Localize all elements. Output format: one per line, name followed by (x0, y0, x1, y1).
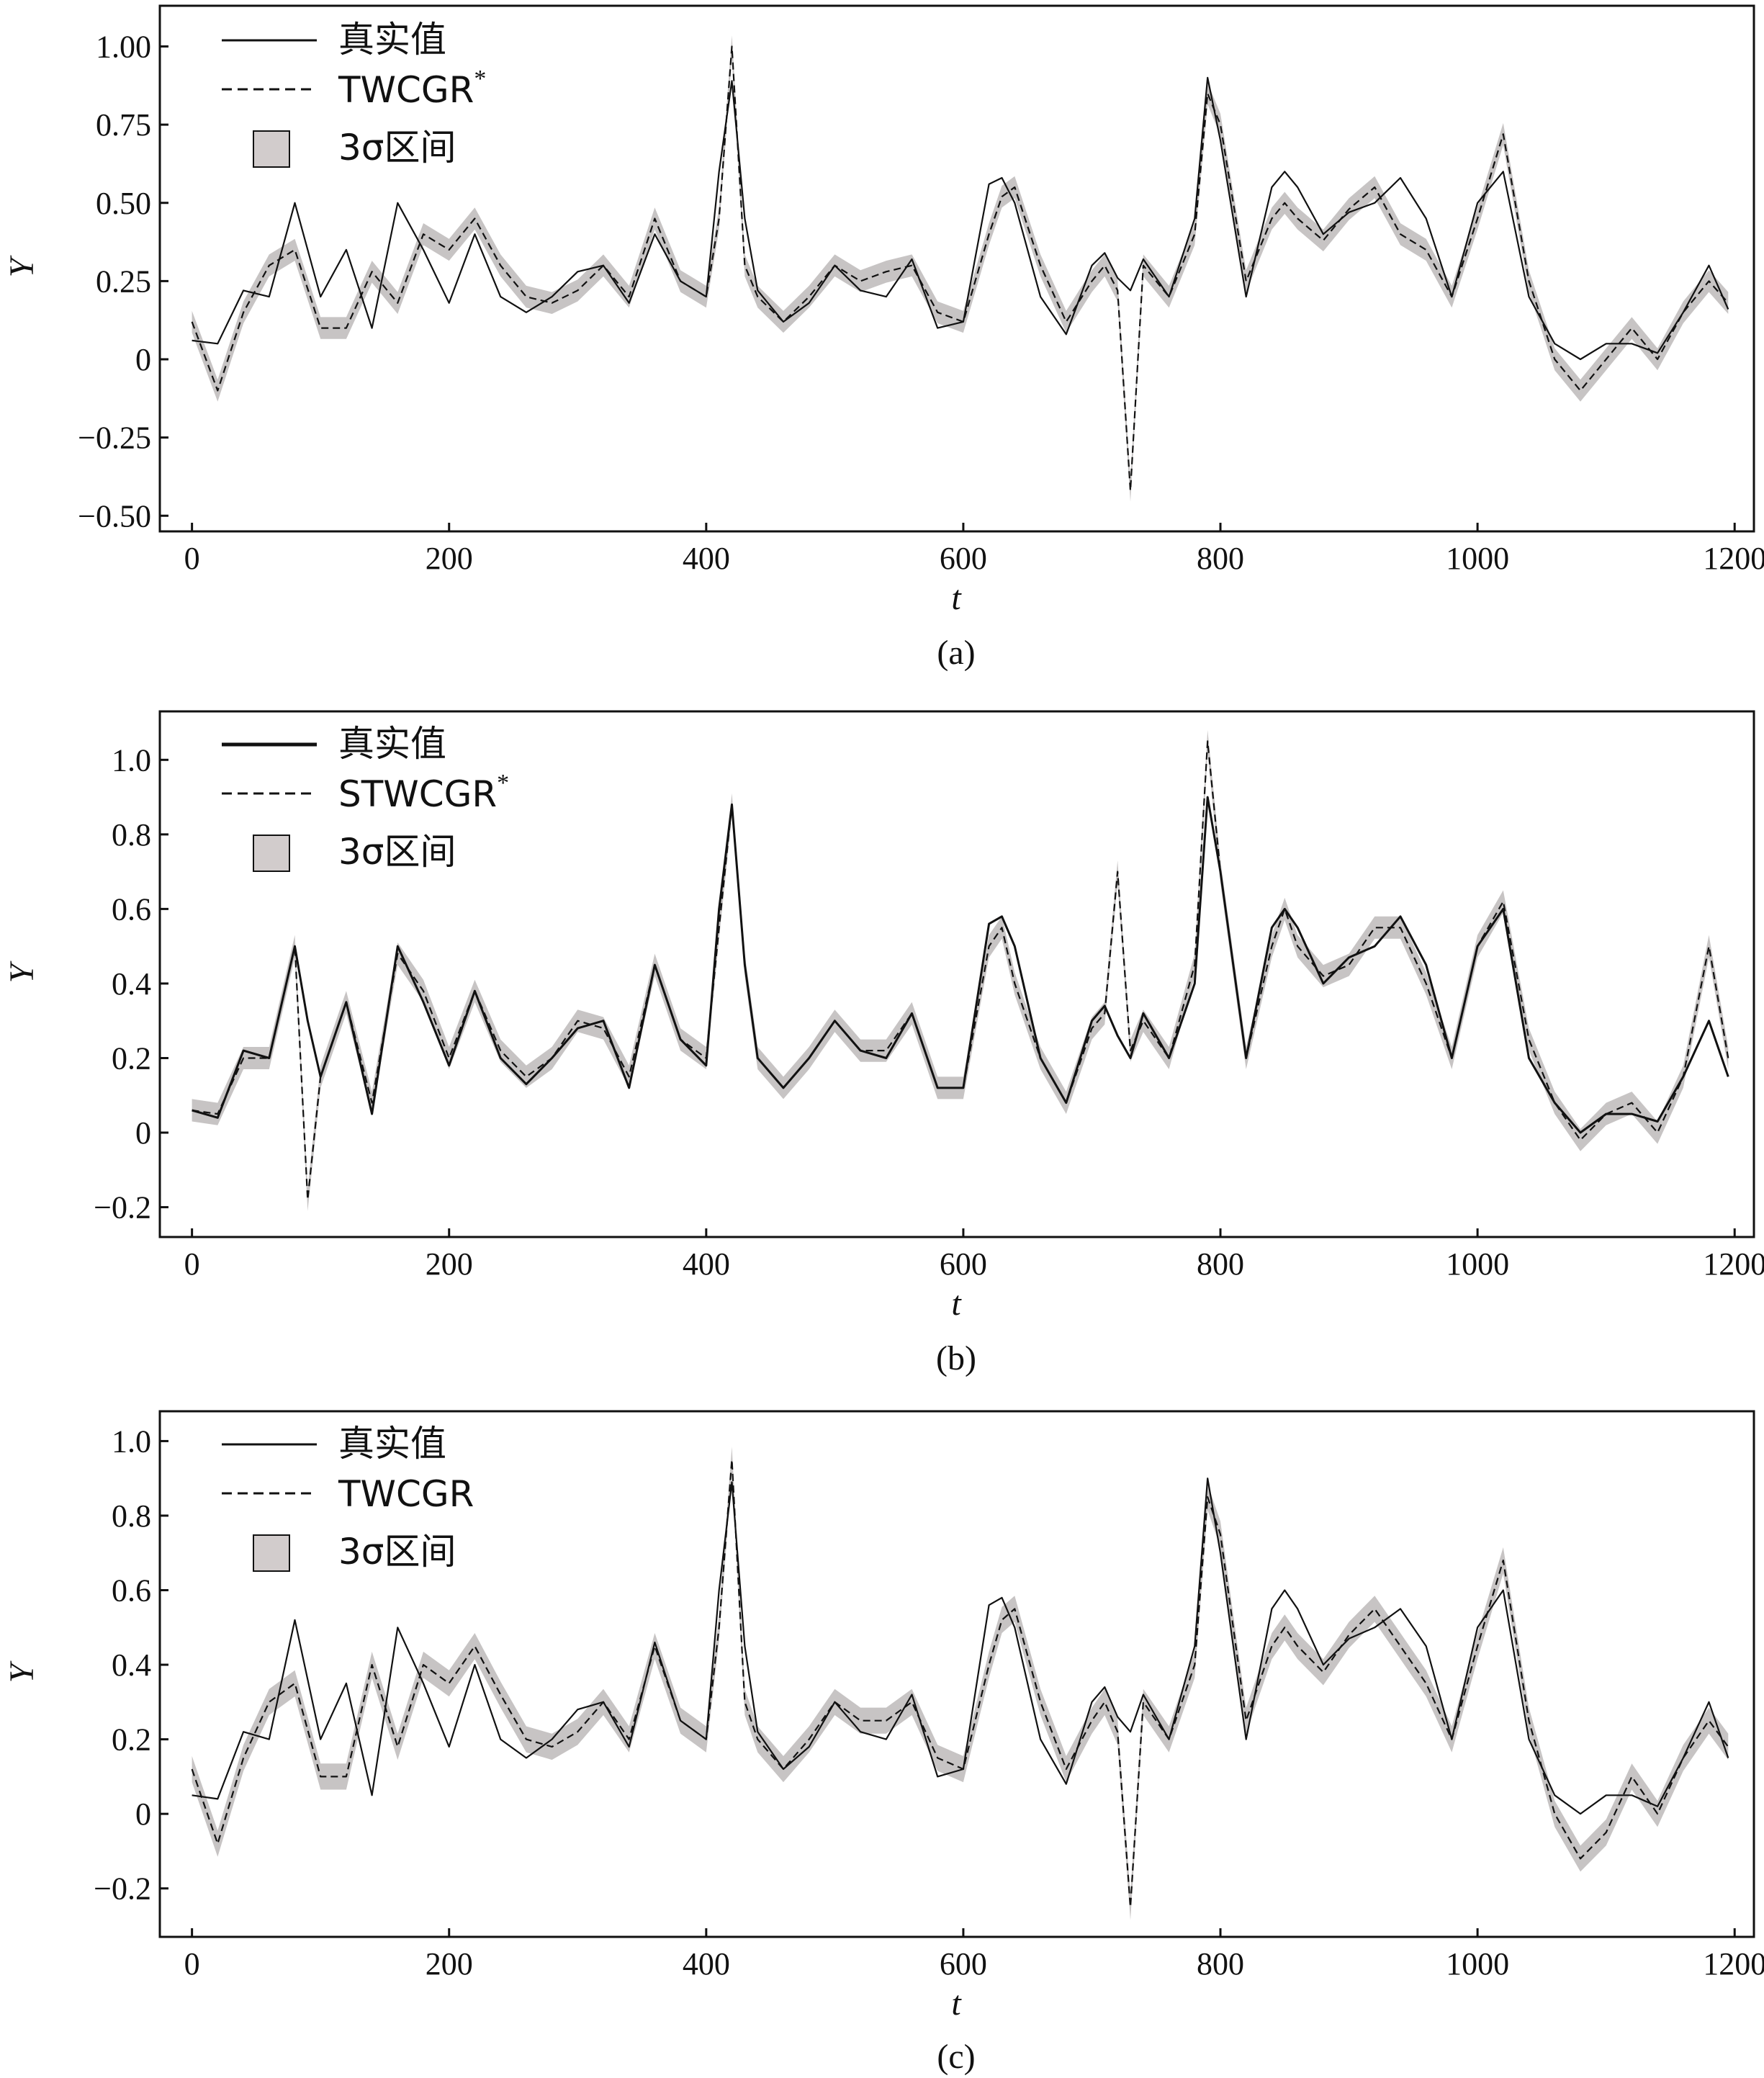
y-axis-label: Y (3, 255, 41, 277)
y-tick-label: 0.2 (112, 1722, 151, 1758)
y-tick-label: 0.50 (96, 186, 151, 221)
y-tick-label: 1.0 (112, 742, 151, 778)
legend-label-band: 3σ区间 (338, 1531, 456, 1573)
x-tick-label: 200 (426, 541, 473, 576)
y-tick-label: −0.50 (78, 498, 151, 534)
x-axis-label: t (951, 1285, 962, 1323)
y-axis-label: Y (3, 961, 41, 983)
series-line-true (192, 76, 1729, 361)
legend-label-true: 真实值 (338, 19, 446, 60)
legend: 真实值 TWCGR* 3σ区间 (222, 19, 486, 168)
y-tick-label: 0.6 (112, 1573, 151, 1609)
y-tick-label: 0.75 (96, 107, 151, 143)
legend-label-model: STWCGR* (338, 770, 509, 815)
y-tick-label: 0.6 (112, 891, 151, 927)
x-tick-label: 200 (426, 1246, 473, 1282)
y-tick-label: 1.00 (96, 29, 151, 64)
series-line-model (191, 1459, 1729, 1908)
x-tick-label: 200 (426, 1946, 473, 1982)
legend: 真实值 TWCGR 3σ区间 (222, 1423, 474, 1573)
y-tick-label: 0 (135, 342, 151, 377)
x-tick-label: 1000 (1446, 1246, 1509, 1282)
x-tick-label: 600 (940, 1246, 987, 1282)
y-axis-label: Y (3, 1660, 41, 1683)
y-tick-label: 0.8 (112, 817, 151, 853)
y-tick-label: 0.4 (112, 1647, 151, 1683)
x-tick-label: 800 (1197, 1246, 1244, 1282)
x-axis-label: t (951, 579, 962, 617)
panel-b: 0 200 400 600 800 1000 1200 −0.2 0 0.2 0.4 0.6 0.8 1.… (3, 710, 1764, 1377)
panel-caption: (a) (937, 634, 975, 672)
legend-swatch-band (253, 835, 290, 872)
x-tick-label: 400 (683, 1246, 730, 1282)
plot-frame (158, 4, 1755, 533)
x-axis-label: t (951, 1984, 962, 2023)
y-tick-label: 0.8 (112, 1498, 151, 1534)
plot-frame (158, 710, 1755, 1238)
x-tick-label: 800 (1197, 1946, 1244, 1982)
y-tick-label: 0 (135, 1796, 151, 1832)
y-tick-label: −0.2 (94, 1871, 151, 1907)
uncertainty-band (192, 35, 1729, 502)
x-tick-label: 600 (940, 1946, 987, 1982)
panel-a: 0 200 400 600 800 1000 1200 −0.50 −0.25 0 0.25 0.50… (3, 4, 1764, 672)
series-line-model (191, 45, 1729, 492)
x-tick-label: 400 (683, 541, 730, 576)
legend-label-band: 3σ区间 (338, 127, 456, 168)
x-tick-label: 600 (940, 541, 987, 576)
x-tick-label: 0 (184, 1946, 200, 1982)
y-tick-label: 1.0 (112, 1423, 151, 1459)
panel-c: 0 200 400 600 800 1000 1200 −0.2 0 0.2 0.4 0.6 0.8 1.… (3, 1410, 1764, 2076)
y-tick-label: −0.2 (94, 1190, 151, 1225)
x-tick-label: 1000 (1446, 1946, 1509, 1982)
legend-label-true: 真实值 (338, 1423, 446, 1465)
legend: 真实值 STWCGR* 3σ区间 (222, 723, 509, 873)
plot-frame (158, 1410, 1755, 1938)
x-tick-label: 800 (1197, 541, 1244, 576)
x-tick-label: 400 (683, 1946, 730, 1982)
legend-swatch-band (253, 1534, 290, 1572)
legend-swatch-band (253, 130, 290, 168)
series-line-true (192, 796, 1729, 1134)
panel-caption: (b) (936, 1339, 976, 1377)
series-line-true (192, 1477, 1729, 1815)
panel-caption: (c) (937, 2038, 975, 2076)
uncertainty-band (192, 1447, 1729, 1920)
x-tick-label: 1200 (1703, 1946, 1764, 1982)
legend-label-true: 真实值 (338, 723, 446, 765)
y-tick-label: 0 (135, 1115, 151, 1151)
x-tick-label: 1200 (1703, 1246, 1764, 1282)
x-tick-label: 1000 (1446, 541, 1509, 576)
y-tick-label: 0.25 (96, 264, 151, 299)
y-tick-label: −0.25 (78, 420, 151, 456)
y-tick-label: 0.4 (112, 966, 151, 1002)
legend-label-model: TWCGR* (338, 66, 486, 111)
x-tick-label: 0 (184, 1246, 200, 1282)
series-line-model (192, 740, 1729, 1201)
legend-label-band: 3σ区间 (338, 831, 456, 873)
y-tick-label: 0.2 (112, 1040, 151, 1076)
legend-label-model: TWCGR (338, 1473, 474, 1515)
x-tick-label: 1200 (1703, 541, 1764, 576)
x-tick-label: 0 (184, 541, 200, 576)
